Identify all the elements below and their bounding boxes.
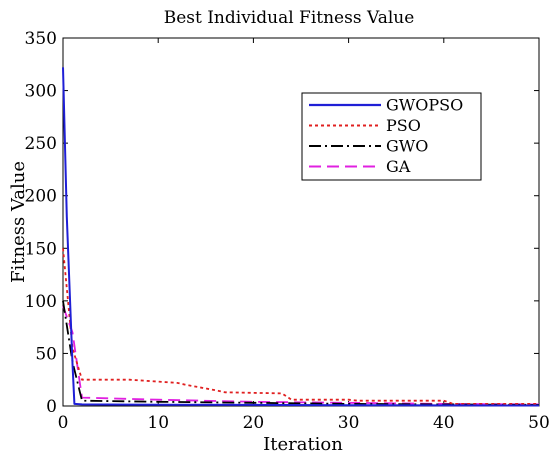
y-tick-label: 300	[25, 82, 57, 102]
x-tick-label: 20	[243, 413, 265, 433]
x-axis-label: Iteration	[263, 434, 343, 455]
y-tick-label: 200	[25, 187, 57, 207]
y-tick-label: 350	[25, 29, 57, 49]
y-axis-label: Fitness Value	[8, 161, 29, 283]
x-tick-label: 40	[433, 413, 455, 433]
ticks-layer: 0 10 20 30 40 50 0 50 100 150 200 250 300 350	[25, 29, 550, 433]
series-line-pso	[62, 248, 539, 405]
series-line-gwo	[62, 300, 540, 406]
y-tick-label: 250	[25, 134, 57, 154]
y-tick-label: 0	[46, 397, 57, 417]
y-tick-label: 50	[35, 344, 57, 364]
chart-title: Best Individual Fitness Value	[164, 8, 415, 28]
series-line-ga	[62, 305, 540, 406]
series-line-gwopso	[62, 67, 540, 407]
legend-label-gwopso: GWOPSO	[386, 96, 463, 115]
x-tick-label: 0	[58, 413, 69, 433]
legend-label-pso: PSO	[386, 116, 421, 135]
legend-label-ga: GA	[386, 157, 411, 176]
y-tick-label: 150	[25, 239, 57, 259]
y-tick-label: 100	[25, 292, 57, 312]
legend-label-gwo: GWO	[386, 137, 428, 156]
x-tick-label: 30	[338, 413, 360, 433]
x-tick-label: 10	[147, 413, 169, 433]
series-layer	[62, 67, 540, 407]
x-tick-label: 50	[528, 413, 550, 433]
